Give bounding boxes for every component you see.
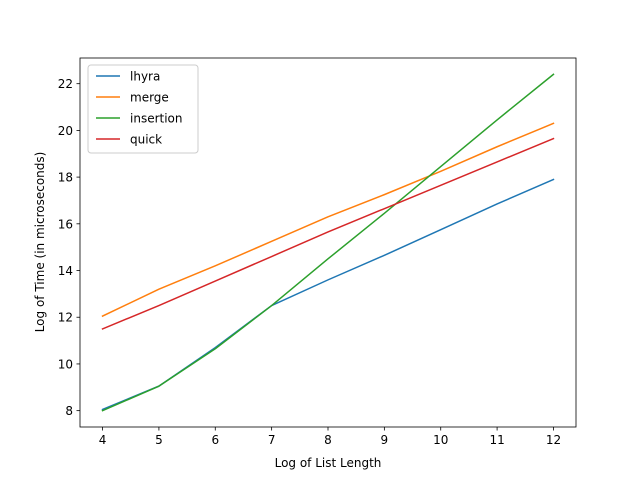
legend-label-insertion: insertion [130, 112, 183, 126]
legend: lhyra merge insertion quick [87, 64, 199, 154]
legend-label-quick: quick [130, 133, 162, 147]
x-tick-label: 10 [433, 433, 448, 447]
x-tick-label: 11 [489, 433, 504, 447]
plot-area [79, 57, 577, 428]
series-line-insertion [101, 73, 555, 412]
y-tick-label: 18 [58, 171, 73, 185]
x-tick-label: 9 [381, 433, 389, 447]
y-tick-label: 16 [58, 217, 73, 231]
y-tick-label: 10 [58, 357, 73, 371]
y-tick-label: 12 [58, 311, 73, 325]
x-tick-label: 12 [546, 433, 561, 447]
legend-label-merge: merge [130, 91, 169, 105]
legend-label-lhyra: lhyra [130, 70, 160, 84]
legend-box [87, 64, 199, 154]
series-line-quick [101, 137, 555, 330]
x-tick-label: 6 [211, 433, 219, 447]
y-tick-label: 22 [58, 77, 73, 91]
x-tick-label: 5 [155, 433, 163, 447]
x-tick-label: 4 [99, 433, 107, 447]
x-tick-label: 8 [324, 433, 332, 447]
x-tick-label: 7 [268, 433, 276, 447]
y-tick-label: 20 [58, 124, 73, 138]
y-tick-label: 14 [58, 264, 73, 278]
y-tick-label: 8 [65, 404, 73, 418]
x-axis-label: Log of List Length [275, 456, 382, 470]
series-line-merge [101, 122, 555, 318]
y-axis-label: Log of Time (in microseconds) [33, 152, 47, 333]
axis-ticks: 4 5 6 7 8 9 10 11 12 8 10 12 14 16 18 20 22 [58, 77, 561, 447]
